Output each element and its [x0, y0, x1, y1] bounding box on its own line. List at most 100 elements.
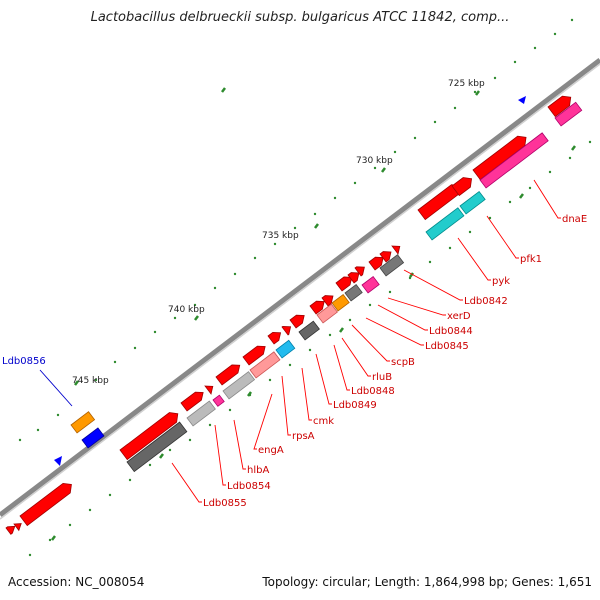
feature-gene[interactable]	[212, 394, 225, 407]
forward-gene[interactable]	[547, 95, 572, 118]
forward-gene[interactable]	[119, 412, 179, 461]
tick-dot	[473, 90, 477, 94]
forward-gene[interactable]	[335, 276, 353, 292]
gene-label-ldb0845[interactable]: Ldb0845	[425, 341, 469, 352]
gene-label-pyk[interactable]: pyk	[492, 276, 510, 287]
gene-label-ldb0856[interactable]: Ldb0856	[2, 356, 46, 367]
leader-line	[214, 424, 226, 486]
forward-gene[interactable]	[13, 523, 22, 532]
forward-gene[interactable]	[180, 391, 204, 412]
feature-gene[interactable]	[186, 400, 216, 427]
forward-gene[interactable]	[472, 135, 527, 181]
feature-gene[interactable]	[479, 132, 549, 189]
gene-label-scpb[interactable]: scpB	[391, 357, 415, 368]
gene-label-ldb0842[interactable]: Ldb0842	[464, 296, 508, 307]
tick-dot	[273, 242, 277, 246]
forward-gene[interactable]	[309, 300, 325, 315]
leader-line	[377, 304, 428, 331]
map-title: Lactobacillus delbrueckii subsp. bulgari…	[90, 10, 510, 25]
gene-label-enga[interactable]: engA	[258, 445, 284, 456]
forward-gene[interactable]	[19, 482, 72, 527]
feature-gene[interactable]	[331, 293, 350, 312]
feature-gene[interactable]	[81, 427, 105, 449]
tick-dot	[328, 333, 332, 337]
forward-gene[interactable]	[379, 251, 392, 263]
tick-dot	[313, 212, 317, 216]
tick-label-735-kbp: 735 kbp	[262, 231, 299, 241]
leader-line	[365, 317, 424, 346]
tick-dot	[56, 413, 60, 417]
forward-gene[interactable]	[391, 245, 401, 255]
forward-gene[interactable]	[281, 325, 292, 336]
accession-label: Accession: NC_008054	[8, 575, 145, 589]
leader-line	[39, 369, 73, 407]
tick-dot	[348, 318, 352, 322]
feature-gene[interactable]	[459, 190, 486, 215]
tick-dot	[48, 538, 52, 542]
forward-gene[interactable]	[347, 272, 360, 284]
tick-dot	[513, 60, 517, 64]
leader-line	[171, 462, 202, 503]
tick-dot	[333, 196, 337, 200]
forward-gene[interactable]	[215, 364, 241, 386]
gene-label-ldb0848[interactable]: Ldb0848	[351, 386, 395, 397]
tick-label-740-kbp: 740 kbp	[168, 305, 205, 315]
feature-gene[interactable]	[249, 351, 281, 379]
gene-label-dnae[interactable]: dnaE	[562, 214, 587, 225]
tick-dot	[548, 170, 552, 174]
gene-label-ldb0844[interactable]: Ldb0844	[429, 326, 473, 337]
major-tick	[51, 535, 56, 541]
tick-dot	[588, 140, 592, 144]
forward-gene[interactable]	[204, 385, 214, 395]
tick-dot	[508, 200, 512, 204]
leader-line	[533, 179, 561, 219]
forward-gene[interactable]	[368, 256, 384, 271]
gene-label-hlba[interactable]: hlbA	[247, 465, 269, 476]
gene-label-cmk[interactable]: cmk	[313, 416, 334, 427]
gene-label-rlub[interactable]: rluB	[372, 372, 392, 383]
genome-backbone-shadow	[0, 63, 600, 520]
forward-gene[interactable]	[321, 295, 334, 307]
leader-line	[315, 353, 332, 405]
forward-gene[interactable]	[354, 266, 365, 277]
feature-gene[interactable]	[316, 303, 338, 324]
tick-dot	[570, 18, 574, 22]
feature-gene[interactable]	[554, 101, 583, 127]
gene-label-ldb0855[interactable]: Ldb0855	[203, 498, 247, 509]
feature-gene[interactable]	[425, 207, 465, 241]
gene-label-ldb0854[interactable]: Ldb0854	[227, 481, 271, 492]
tick-dot	[168, 448, 172, 452]
leader-line	[351, 324, 390, 362]
feature-gene[interactable]	[222, 371, 256, 400]
gene-label-rpsa[interactable]: rpsA	[292, 431, 315, 442]
feature-gene[interactable]	[126, 421, 188, 473]
feature-gene[interactable]	[344, 283, 363, 302]
tick-dot	[153, 330, 157, 334]
major-tick	[339, 327, 344, 333]
forward-gene[interactable]	[451, 177, 473, 197]
leader-line	[281, 375, 291, 436]
tick-dot	[448, 246, 452, 250]
leader-line	[486, 215, 519, 259]
forward-gene[interactable]	[289, 314, 305, 329]
feature-gene[interactable]	[275, 339, 296, 359]
tick-labels: 725 kbp 730 kbp 735 kbp 740 kbp 745 kbp	[72, 79, 485, 386]
leader-line	[387, 297, 446, 316]
tick-dot	[528, 186, 532, 190]
gene-label-ldb0849[interactable]: Ldb0849	[333, 400, 377, 411]
tick-dot	[453, 106, 457, 110]
feature-gene[interactable]	[70, 411, 96, 434]
gene-label-xerd[interactable]: xerD	[447, 311, 471, 322]
feature-gene[interactable]	[379, 254, 405, 277]
gene-label-pfk1[interactable]: pfk1	[520, 254, 542, 265]
feature-gene[interactable]	[361, 275, 380, 294]
tick-dot	[94, 378, 98, 382]
forward-gene[interactable]	[5, 525, 16, 535]
forward-gene[interactable]	[267, 331, 282, 345]
major-tick	[475, 90, 480, 96]
forward-gene[interactable]	[242, 345, 266, 366]
feature-gene[interactable]	[298, 320, 320, 341]
leader-line	[403, 269, 463, 301]
major-tick	[221, 87, 226, 93]
tick-dot	[108, 493, 112, 497]
